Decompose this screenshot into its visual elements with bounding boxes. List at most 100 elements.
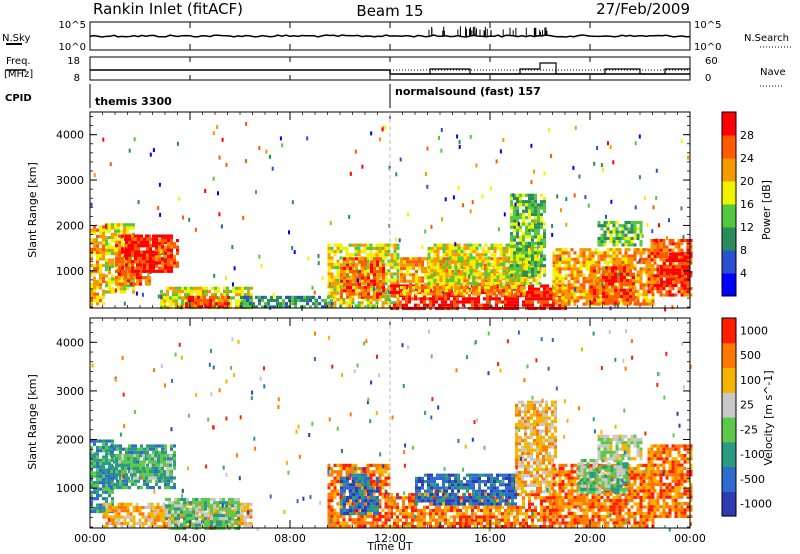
velocity-cell <box>151 461 154 464</box>
power-cell <box>134 251 137 254</box>
power-cell <box>617 292 620 295</box>
power-scatter-cell <box>616 220 618 224</box>
power-cell <box>340 280 343 283</box>
power-scatter-cell <box>441 128 443 132</box>
velocity-cell <box>99 465 102 468</box>
power-cell <box>394 250 397 253</box>
power-cell <box>438 297 441 300</box>
power-cell <box>493 286 496 289</box>
power-cell <box>622 261 625 264</box>
power-scatter-cell <box>538 267 540 271</box>
power-cell <box>523 286 526 289</box>
power-cell <box>143 257 146 260</box>
power-scatter-cell <box>288 230 290 234</box>
power-cell <box>412 267 415 270</box>
power-cell <box>565 296 568 299</box>
power-cell <box>574 258 577 261</box>
freq-tick-low: 8 <box>74 73 80 84</box>
power-cell <box>152 260 155 263</box>
power-scatter-cell <box>158 295 160 299</box>
power-colorbar-swatch <box>722 250 736 274</box>
power-cell <box>181 296 184 299</box>
power-cell <box>393 284 396 287</box>
power-cell <box>406 280 409 283</box>
velocity-cell <box>119 451 122 454</box>
power-scatter-cell <box>471 269 473 273</box>
power-cell <box>472 286 475 289</box>
power-cell <box>660 281 663 284</box>
power-cell <box>531 271 534 274</box>
power-cell <box>440 276 443 279</box>
power-cell <box>528 300 531 303</box>
power-cell <box>376 253 379 256</box>
power-cell <box>519 235 522 238</box>
power-cell <box>361 286 364 289</box>
power-scatter-cell <box>559 257 561 261</box>
power-cell <box>264 296 267 299</box>
velocity-cell <box>93 481 96 484</box>
velocity-cell <box>169 473 172 476</box>
power-cell <box>648 271 651 274</box>
power-cell <box>622 258 625 261</box>
power-scatter-cell <box>255 190 257 194</box>
nave-step-trace <box>400 63 690 74</box>
power-cell <box>583 283 586 286</box>
power-scatter-cell <box>399 238 401 242</box>
power-cell <box>126 226 129 229</box>
power-cell <box>610 231 613 234</box>
power-cell <box>657 284 660 287</box>
power-cell <box>494 263 497 266</box>
power-cell <box>637 303 640 306</box>
power-cell <box>403 273 406 276</box>
velocity-cell <box>127 461 130 464</box>
power-cell <box>604 251 607 254</box>
power-cell <box>611 273 614 276</box>
power-scatter-cell <box>490 187 492 191</box>
power-cell <box>586 267 589 270</box>
velocity-cell <box>167 486 170 489</box>
power-cell <box>598 264 601 267</box>
power-cell <box>102 277 105 280</box>
power-cell <box>593 276 596 279</box>
power-cell <box>651 277 654 280</box>
power-cell <box>421 280 424 283</box>
power-cell <box>604 221 607 224</box>
velocity-cell <box>105 497 108 500</box>
power-cell <box>148 283 151 286</box>
power-cell <box>418 286 421 289</box>
power-scatter-cell <box>602 168 604 172</box>
power-cell <box>620 286 623 289</box>
power-cell <box>593 298 596 301</box>
power-cell <box>452 256 455 259</box>
power-cell <box>540 251 543 254</box>
power-cell <box>337 263 340 266</box>
power-cell <box>370 244 373 247</box>
power-cell <box>397 272 400 275</box>
power-cell <box>678 245 681 248</box>
power-cell <box>391 266 394 269</box>
power-cell <box>462 297 465 300</box>
power-cell <box>473 260 476 263</box>
power-cell <box>331 288 334 291</box>
power-cell <box>553 293 556 296</box>
power-cell <box>206 302 209 305</box>
power-cell <box>592 258 595 261</box>
velocity-cell <box>139 509 142 512</box>
power-scatter-cell <box>109 267 111 271</box>
power-cell <box>528 213 531 216</box>
power-cell <box>149 247 152 250</box>
power-cell <box>628 237 631 240</box>
velocity-cell <box>102 475 105 478</box>
power-cell <box>405 297 408 300</box>
velocity-cell <box>99 494 102 497</box>
power-cell <box>475 292 478 295</box>
power-cell <box>559 280 562 283</box>
power-cell <box>522 258 525 261</box>
power-cell <box>343 289 346 292</box>
cpid-right-label: normalsound (fast) 157 <box>395 85 541 98</box>
power-cell <box>513 251 516 254</box>
power-cell <box>397 269 400 272</box>
power-cell <box>672 265 675 268</box>
power-cell <box>411 297 414 300</box>
power-cell <box>648 249 651 252</box>
